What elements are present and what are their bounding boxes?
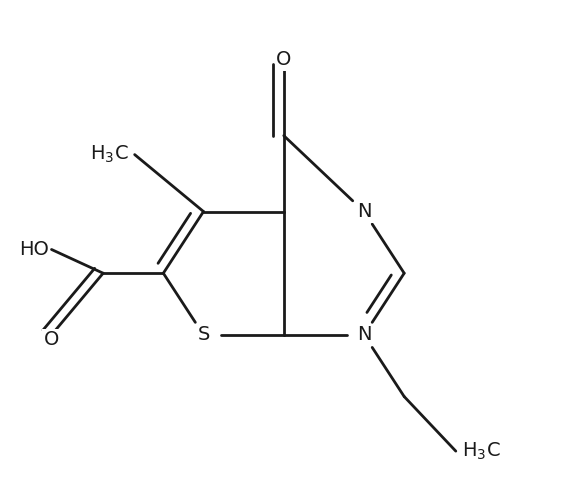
- Text: O: O: [44, 330, 59, 349]
- Text: HO: HO: [19, 240, 49, 259]
- Text: N: N: [357, 325, 371, 344]
- Text: H$_3$C: H$_3$C: [90, 144, 129, 165]
- Text: N: N: [357, 202, 371, 221]
- Text: O: O: [276, 50, 291, 69]
- Text: S: S: [197, 325, 210, 344]
- Text: H$_3$C: H$_3$C: [461, 441, 500, 462]
